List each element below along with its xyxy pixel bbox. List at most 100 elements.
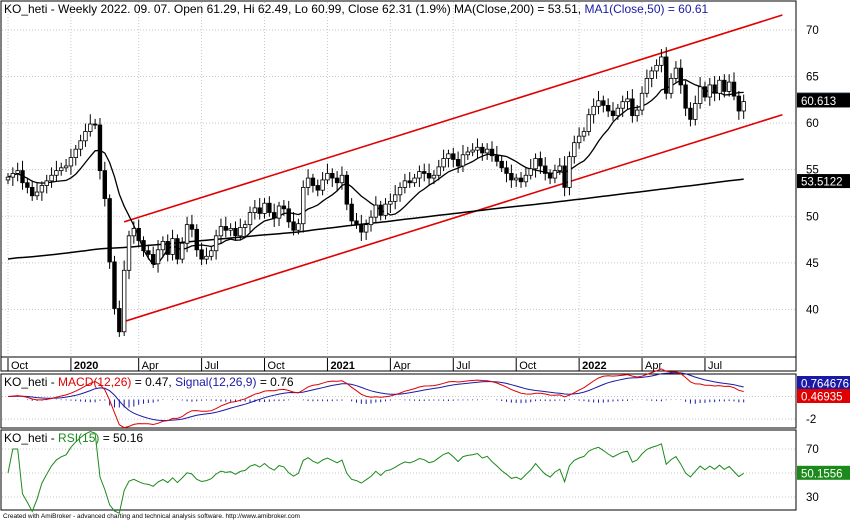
candle-down xyxy=(146,250,151,255)
candle-down xyxy=(688,107,693,120)
candle-up xyxy=(644,77,650,94)
x-tick-label: 2022 xyxy=(582,360,606,372)
price-info: - Weekly 2022. 09. 07. Open 61.29, Hi 62… xyxy=(47,2,584,16)
macd-path xyxy=(7,368,744,429)
candle-up xyxy=(88,123,93,132)
candle-up xyxy=(83,131,88,142)
candle-down xyxy=(102,170,107,199)
candle-down xyxy=(610,110,616,117)
candle-down xyxy=(354,220,359,226)
ma50-value-label-box xyxy=(797,93,850,108)
rsi-value-label: 50.1556 xyxy=(801,468,843,480)
candle-down xyxy=(112,261,117,309)
candle-down xyxy=(480,146,485,154)
candle-up xyxy=(363,224,369,233)
candle-down xyxy=(194,228,199,251)
candle-up xyxy=(576,135,582,144)
candle-down xyxy=(315,185,320,191)
candle-up xyxy=(10,173,16,178)
candle-up xyxy=(484,148,490,154)
candle-up xyxy=(523,174,529,183)
candle-up xyxy=(552,170,558,179)
macd-label: MACD(12,26) xyxy=(58,375,131,389)
candle-up xyxy=(170,238,175,255)
signal-value-label-box xyxy=(797,376,850,390)
signal-label: Signal(12,26,9) xyxy=(175,375,256,389)
candle-up xyxy=(320,179,325,191)
candle-up xyxy=(44,180,49,186)
candle-up xyxy=(247,212,253,226)
chart-title: KO_heti - Weekly 2022. 09. 07. Open 61.2… xyxy=(4,2,709,16)
candle-up xyxy=(659,56,664,66)
macd-value-label: 0.46935 xyxy=(801,392,843,404)
candle-down xyxy=(189,224,195,230)
candle-up xyxy=(180,242,185,260)
x-tick-label: Oct xyxy=(519,360,536,372)
candle-down xyxy=(97,124,103,172)
candle-up xyxy=(470,149,475,153)
candle-down xyxy=(426,173,432,179)
candle-up xyxy=(581,131,587,137)
candle-down xyxy=(509,173,514,181)
candle-up xyxy=(741,101,746,112)
candle-up xyxy=(296,223,301,231)
price-tick-label: 60 xyxy=(806,118,819,130)
candle-down xyxy=(267,202,272,213)
candle-down xyxy=(683,84,688,109)
candle-up xyxy=(160,241,166,251)
x-tick-label: Oct xyxy=(11,360,28,372)
price-pane xyxy=(0,0,797,358)
candle-up xyxy=(417,171,422,179)
x-axis-band xyxy=(0,356,797,372)
candle-up xyxy=(73,148,78,158)
candle-down xyxy=(136,227,141,241)
candle-down xyxy=(349,203,354,222)
candle-up xyxy=(63,165,69,169)
candle-down xyxy=(494,155,500,162)
candle-down xyxy=(722,79,727,92)
ma50-value-label: 60.613 xyxy=(801,96,836,108)
x-tick-label: Apr xyxy=(645,360,662,372)
candle-down xyxy=(702,86,708,98)
candle-down xyxy=(504,167,509,174)
candle-down xyxy=(344,174,349,205)
candle-down xyxy=(257,207,262,214)
candle-up xyxy=(446,153,451,159)
macd-value-label-box xyxy=(797,389,850,403)
candle-up xyxy=(204,255,209,260)
x-tick-label: Oct xyxy=(268,360,285,372)
candle-down xyxy=(664,56,669,94)
candle-up xyxy=(514,177,519,181)
candle-down xyxy=(92,123,98,126)
candle-down xyxy=(547,173,553,179)
candle-up xyxy=(668,77,674,94)
rsi-y-axis: 30 70 xyxy=(806,444,819,504)
candle-down xyxy=(678,67,683,86)
candle-down xyxy=(543,165,548,174)
candle-down xyxy=(407,180,412,184)
candle-up xyxy=(262,202,267,214)
candle-up xyxy=(586,114,591,132)
candle-up xyxy=(572,142,577,158)
price-tick-label: 70 xyxy=(806,25,819,37)
candle-up xyxy=(649,70,654,79)
rsi-value-label-box xyxy=(797,465,850,480)
candle-up xyxy=(54,170,59,176)
candle-up xyxy=(557,165,562,172)
candle-up xyxy=(209,250,214,257)
candle-up xyxy=(654,64,659,72)
candle-up xyxy=(635,109,640,117)
candle-up xyxy=(402,180,408,188)
candle-up xyxy=(155,249,161,265)
candle-up xyxy=(121,269,127,333)
candle-up xyxy=(596,100,601,107)
candle-up xyxy=(39,185,45,193)
candle-down xyxy=(107,198,112,263)
candle-up xyxy=(15,170,20,174)
x-tick-label: 2020 xyxy=(74,360,98,372)
macd-tick-label: -2 xyxy=(806,414,816,426)
signal-path xyxy=(7,372,744,421)
candle-up xyxy=(441,158,446,168)
candle-up xyxy=(252,207,258,213)
